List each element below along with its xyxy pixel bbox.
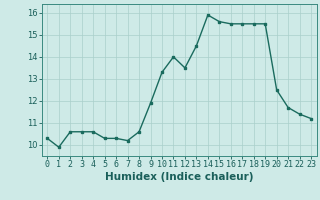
X-axis label: Humidex (Indice chaleur): Humidex (Indice chaleur) [105, 172, 253, 182]
